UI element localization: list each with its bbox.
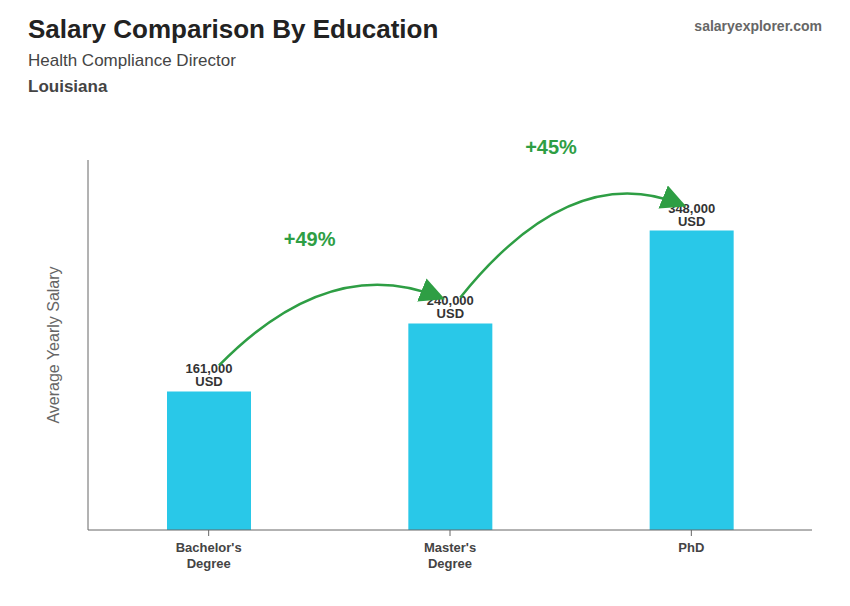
html-text:salaryexplorer.com: salaryexplorer.com <box>694 18 822 34</box>
html-text:Salary Comparison By Education: Salary Comparison By Education <box>28 14 439 44</box>
svg-text:PhD: PhD <box>678 540 704 555</box>
svg-text:348,000USD: 348,000USD <box>668 201 715 229</box>
svg-text:+45%: +45% <box>525 136 577 158</box>
svg-text:Average Yearly Salary: Average Yearly Salary <box>45 266 62 423</box>
svg-text:Master'sDegree: Master'sDegree <box>424 540 476 571</box>
svg-text:Bachelor'sDegree: Bachelor'sDegree <box>176 540 242 571</box>
html-text:Louisiana: Louisiana <box>28 77 108 96</box>
svg-text:161,000USD: 161,000USD <box>186 361 233 389</box>
html-text:Health Compliance Director: Health Compliance Director <box>28 51 236 70</box>
svg-text:+49%: +49% <box>284 228 336 250</box>
svg-text:240,000USD: 240,000USD <box>427 293 474 321</box>
